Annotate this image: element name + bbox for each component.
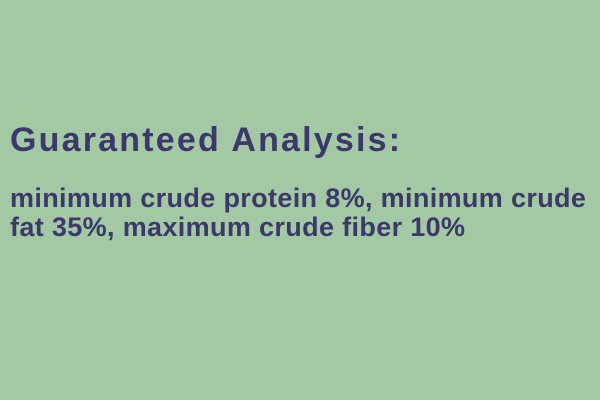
guaranteed-analysis-heading: Guaranteed Analysis:	[10, 121, 403, 159]
analysis-body-line-1: minimum crude protein 8%, minimum crude	[10, 183, 587, 213]
analysis-body: minimum crude protein 8%, minimum crude …	[10, 184, 586, 242]
analysis-body-line-2: fat 35%, maximum crude fiber 10%	[10, 212, 466, 242]
